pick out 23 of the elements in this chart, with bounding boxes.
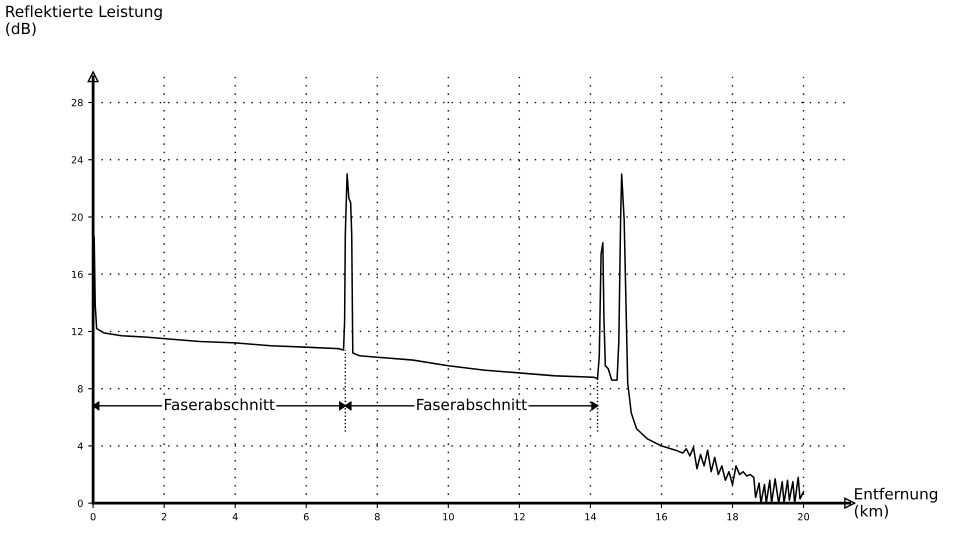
x-axis-title: Entfernung (km) (854, 488, 938, 519)
y-tick-label: 8 (78, 385, 83, 393)
y-axis-title: Reflektierte Leistung (dB) (6, 5, 162, 36)
x-tick-label: 14 (585, 513, 596, 520)
x-tick-label: 8 (374, 513, 380, 520)
x-tick-label: 16 (656, 513, 668, 520)
y-tick-label: 4 (78, 442, 83, 450)
annotation: Faserabschnitt (165, 398, 275, 410)
y-tick-label: 28 (72, 98, 83, 106)
x-tick-label: 20 (798, 513, 810, 520)
y-tick-label: 16 (72, 270, 83, 278)
x-tick-label: 0 (90, 513, 96, 520)
x-tick-label: 2 (162, 513, 166, 520)
y-tick-label: 12 (72, 328, 82, 336)
x-tick-label: 12 (514, 513, 525, 520)
y-tick-label: 24 (72, 156, 83, 164)
x-tick-label: 18 (727, 513, 738, 520)
y-tick-label: 0 (78, 500, 83, 507)
x-tick-label: 10 (443, 513, 454, 520)
x-tick-label: 4 (232, 513, 238, 520)
x-tick-label: 6 (304, 513, 309, 520)
y-tick-label: 20 (72, 213, 83, 221)
annotation: Faserabschnitt (417, 398, 527, 410)
